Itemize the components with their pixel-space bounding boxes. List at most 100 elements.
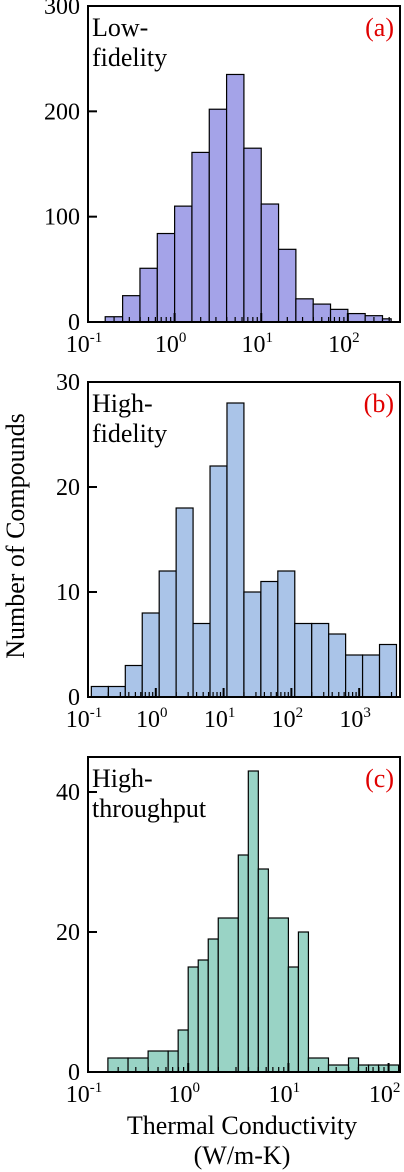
histogram-bar <box>177 1029 189 1073</box>
x-tick-label: 102 <box>328 330 360 358</box>
histogram-bar <box>260 203 280 323</box>
x-tick-exponent: 0 <box>179 330 187 346</box>
x-tick-exponent: 0 <box>192 1080 200 1096</box>
histogram-bar <box>192 622 211 698</box>
panel-title-line1: High- <box>92 764 153 793</box>
y-tick-label: 30 <box>56 370 80 396</box>
x-tick-exponent: 2 <box>393 1080 401 1096</box>
x-tick-exponent: 0 <box>160 705 168 721</box>
histogram-bar <box>191 151 210 323</box>
histogram-bar <box>158 570 177 698</box>
x-tick-label: 100 <box>168 1080 200 1108</box>
y-tick-label: 0 <box>68 1060 80 1086</box>
x-tick-label: 10-1 <box>66 330 103 358</box>
histogram-bar <box>208 108 228 323</box>
histogram-bar <box>225 73 245 323</box>
histogram-bar <box>311 622 330 698</box>
x-axis-label-line1: Thermal Conductivity <box>127 1111 357 1140</box>
y-tick-label: 0 <box>68 310 80 336</box>
histogram-bar <box>294 622 313 698</box>
histogram-bar <box>361 654 381 698</box>
histogram-bar <box>387 1064 400 1073</box>
y-tick-label: 20 <box>56 920 80 946</box>
x-tick-label: 101 <box>269 1080 301 1108</box>
panel-tag: (a) <box>365 13 394 42</box>
y-tick-label: 20 <box>56 475 80 501</box>
histogram-bar <box>122 295 141 323</box>
y-tick-label: 10 <box>56 580 80 606</box>
plot-frame <box>87 756 401 1073</box>
histogram-bar <box>243 147 262 323</box>
histogram-bar <box>139 267 158 323</box>
histogram-bar <box>347 312 366 323</box>
histogram-bar <box>187 966 199 1073</box>
histogram-bar <box>141 612 160 698</box>
histogram-bar <box>378 643 398 698</box>
histogram-bar <box>327 1064 350 1073</box>
panel-title-line2: fidelity <box>92 43 167 72</box>
histogram-bar <box>217 917 239 1073</box>
histogram-bar <box>156 232 176 323</box>
x-tick-exponent: 1 <box>293 1080 301 1096</box>
panel-title-line2: fidelity <box>92 419 167 448</box>
x-tick-label: 102 <box>272 705 304 733</box>
x-tick-exponent: -1 <box>90 330 103 346</box>
histogram-bar <box>357 1064 370 1073</box>
panel-title-line1: Low- <box>92 13 148 42</box>
x-tick-exponent: 1 <box>228 705 236 721</box>
panel-tag: (b) <box>364 389 394 418</box>
x-tick-exponent: -1 <box>90 705 103 721</box>
y-tick-label: 100 <box>44 205 80 231</box>
histogram-bar <box>277 248 297 323</box>
histogram-bar <box>237 854 249 1073</box>
y-tick-label: 0 <box>68 685 80 711</box>
x-tick-label: 10-1 <box>66 1080 103 1108</box>
x-tick-exponent: -1 <box>90 1080 103 1096</box>
x-tick-label: 101 <box>241 330 273 358</box>
histogram-bar <box>127 1057 149 1073</box>
histogram-bar <box>107 685 126 698</box>
y-tick-label: 40 <box>56 780 80 806</box>
x-tick-label: 102 <box>369 1080 401 1108</box>
x-tick-label: 10-1 <box>66 705 103 733</box>
histogram-bar <box>226 402 245 698</box>
histogram-bar <box>90 685 110 698</box>
x-tick-label: 101 <box>204 705 236 733</box>
histogram-bar <box>174 205 193 323</box>
histogram-bar <box>287 966 300 1073</box>
x-tick-exponent: 2 <box>296 705 304 721</box>
histogram-bar <box>267 917 289 1073</box>
x-tick-label: 100 <box>155 330 187 358</box>
histogram-bar <box>260 580 279 698</box>
plot-frame <box>87 5 401 323</box>
histogram-bar <box>257 868 269 1073</box>
histogram-bar <box>347 1057 360 1073</box>
histogram-bar <box>175 507 194 698</box>
x-tick-label: 103 <box>339 705 371 733</box>
histogram-bar <box>243 591 262 698</box>
histogram-bar <box>197 959 209 1073</box>
x-tick-exponent: 3 <box>363 705 371 721</box>
panel-tag: (c) <box>365 764 394 793</box>
panel-title-line2: throughput <box>92 794 207 823</box>
y-axis-label: Number of Compounds <box>1 413 30 659</box>
histogram-bar <box>328 633 347 698</box>
y-tick-label: 200 <box>44 99 80 125</box>
histogram-bar <box>277 570 296 698</box>
histogram-bar <box>247 770 259 1073</box>
histogram-bar <box>209 465 228 698</box>
histogram-bar <box>124 664 143 698</box>
x-tick-label: 100 <box>136 705 168 733</box>
histogram-bar <box>297 931 310 1073</box>
y-tick-label: 300 <box>44 0 80 20</box>
histogram-bar <box>207 938 219 1073</box>
histogram-bar <box>295 298 314 323</box>
x-axis-label-line2: (W/m-K) <box>194 1141 291 1170</box>
x-tick-exponent: 2 <box>352 330 360 346</box>
x-tick-exponent: 1 <box>265 330 273 346</box>
